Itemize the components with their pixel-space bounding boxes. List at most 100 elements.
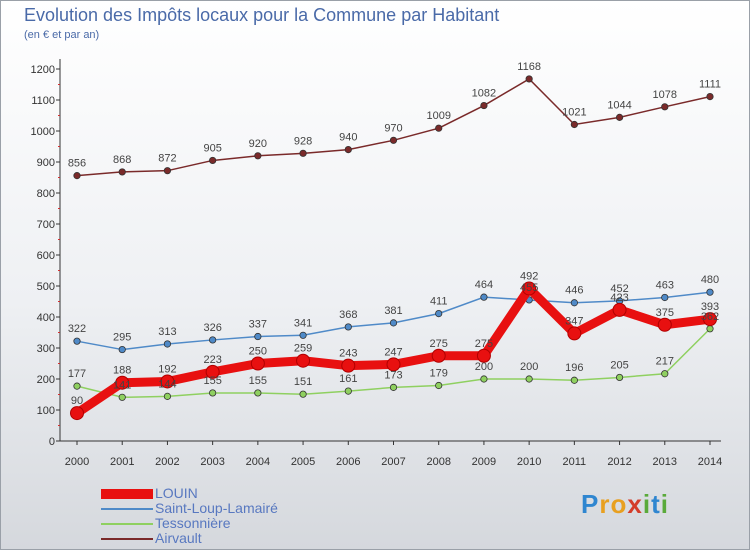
y-tick-label: 900 <box>37 157 55 169</box>
data-point-louin <box>657 317 672 332</box>
data-label-louin: 492 <box>520 270 538 282</box>
data-label-tessonniere: 200 <box>475 361 493 373</box>
data-point-saint-loup-lamaire <box>435 309 443 318</box>
data-point-airvault <box>209 156 217 165</box>
data-point-airvault <box>163 167 172 175</box>
data-point-tessonniere <box>480 375 488 383</box>
data-point-louin <box>476 348 491 363</box>
data-point-airvault <box>299 149 307 157</box>
data-point-airvault <box>118 168 126 176</box>
data-label-airvault: 1168 <box>517 61 541 73</box>
data-label-tessonniere: 177 <box>68 368 86 380</box>
data-label-louin: 375 <box>656 307 674 319</box>
data-label-saint-loup-lamaire: 411 <box>430 296 448 308</box>
data-label-airvault: 872 <box>158 153 176 165</box>
data-label-saint-loup-lamaire: 326 <box>203 322 221 334</box>
x-tick-label: 2011 <box>563 456 587 468</box>
legend-swatch-louin <box>101 489 153 499</box>
data-label-tessonniere: 362 <box>701 311 719 323</box>
y-tick-label: 1100 <box>31 95 55 107</box>
chart-subtitle: (en € et par an) <box>24 29 100 41</box>
data-point-louin <box>702 312 717 327</box>
data-label-tessonniere: 161 <box>339 373 357 385</box>
data-label-louin: 247 <box>384 346 402 358</box>
data-point-tessonniere <box>661 370 669 378</box>
data-label-tessonniere: 196 <box>565 362 583 374</box>
data-label-tessonniere: 200 <box>520 361 538 373</box>
data-point-airvault <box>661 103 669 111</box>
data-label-airvault: 856 <box>68 158 86 170</box>
logo-letter: r <box>599 489 611 519</box>
x-tick-label: 2012 <box>607 456 631 468</box>
data-point-louin <box>160 374 175 389</box>
data-label-tessonniere: 141 <box>113 379 131 391</box>
legend-label-tessonniere: Tessonnière <box>155 515 231 531</box>
data-label-louin: 393 <box>701 301 719 313</box>
legend-label-louin: LOUIN <box>155 485 198 501</box>
data-label-saint-loup-lamaire: 368 <box>339 309 357 321</box>
data-point-saint-loup-lamaire <box>661 293 669 302</box>
data-label-louin: 223 <box>203 354 221 366</box>
data-label-airvault: 1082 <box>472 88 496 100</box>
legend-item-saint-loup-lamaire: Saint-Loup-Lamairé <box>101 500 361 516</box>
x-tick-label: 2010 <box>517 456 541 468</box>
data-label-saint-loup-lamaire: 446 <box>565 285 583 297</box>
data-point-louin <box>567 326 582 341</box>
logo-letter: o <box>610 489 628 519</box>
data-point-louin <box>115 375 130 390</box>
data-label-airvault: 1021 <box>562 106 586 118</box>
data-label-saint-loup-lamaire: 480 <box>701 274 719 286</box>
data-point-louin <box>205 364 220 379</box>
data-point-tessonniere <box>344 387 352 395</box>
data-point-airvault <box>480 101 488 110</box>
data-label-saint-loup-lamaire: 295 <box>113 332 131 344</box>
data-point-airvault <box>254 152 262 160</box>
data-label-airvault: 1009 <box>426 110 450 122</box>
data-label-airvault: 940 <box>339 132 357 144</box>
data-label-tessonniere: 155 <box>203 375 221 387</box>
data-label-tessonniere: 217 <box>656 356 674 368</box>
y-tick-label: 700 <box>37 219 55 231</box>
data-label-airvault: 1044 <box>607 99 631 111</box>
data-label-airvault: 928 <box>294 135 312 147</box>
proxiti-logo: Proxiti <box>581 489 669 520</box>
legend-item-airvault: Airvault <box>101 530 361 546</box>
data-point-saint-loup-lamaire <box>480 293 488 301</box>
logo-letter: i <box>660 489 669 519</box>
y-tick-label: 600 <box>37 250 55 262</box>
data-point-louin <box>612 302 627 317</box>
data-label-saint-loup-lamaire: 464 <box>475 279 493 291</box>
x-tick-label: 2003 <box>200 456 224 468</box>
data-point-saint-loup-lamaire <box>209 336 217 344</box>
x-tick-label: 2000 <box>65 456 89 468</box>
data-label-tessonniere: 173 <box>384 369 402 381</box>
data-point-airvault <box>435 124 443 132</box>
data-point-tessonniere <box>163 392 172 400</box>
legend-label-saint-loup-lamaire: Saint-Loup-Lamairé <box>155 500 278 516</box>
y-tick-label: 1200 <box>31 64 55 76</box>
data-label-louin: 250 <box>249 346 267 358</box>
logo-letter: P <box>581 489 600 519</box>
data-point-airvault <box>570 120 578 129</box>
data-point-tessonniere <box>209 389 217 397</box>
data-point-tessonniere <box>254 389 262 397</box>
y-tick-label: 100 <box>37 405 55 417</box>
data-point-tessonniere <box>299 390 307 398</box>
y-tick-label: 500 <box>37 281 55 293</box>
data-label-louin: 259 <box>294 343 312 355</box>
data-point-airvault <box>615 113 624 121</box>
data-label-airvault: 970 <box>384 122 402 134</box>
data-label-louin: 192 <box>158 363 176 375</box>
logo-letter: i <box>642 489 652 519</box>
data-label-airvault: 1111 <box>699 79 721 91</box>
data-point-louin <box>70 406 84 421</box>
legend-item-louin: LOUIN <box>101 485 361 501</box>
data-label-airvault: 1078 <box>653 89 677 101</box>
data-label-saint-loup-lamaire: 341 <box>294 317 312 329</box>
data-point-louin <box>250 356 265 371</box>
x-tick-label: 2001 <box>110 456 134 468</box>
x-tick-label: 2007 <box>381 456 405 468</box>
chart-title: Evolution des Impôts locaux pour la Comm… <box>24 5 500 25</box>
y-tick-label: 400 <box>37 312 55 324</box>
